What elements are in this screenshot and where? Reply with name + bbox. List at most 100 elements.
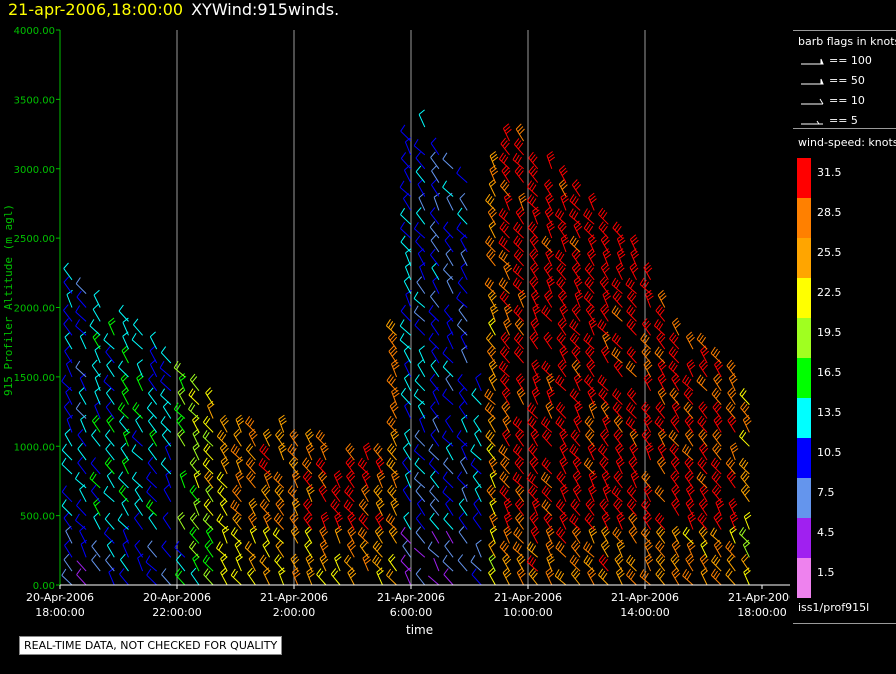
wind-barb (588, 400, 598, 419)
wind-barb (400, 387, 412, 405)
wind-barb (512, 263, 524, 281)
wind-barb (671, 373, 681, 392)
wind-barb (416, 276, 426, 294)
wind-barb (417, 359, 426, 378)
wind-barb (320, 511, 330, 530)
wind-barb (503, 511, 513, 530)
wind-barb (248, 511, 258, 530)
x-tick-date: 20-Apr-2006 (143, 591, 211, 604)
wind-barb (612, 526, 623, 544)
wind-barb (278, 567, 286, 586)
wind-barb (361, 484, 370, 503)
wind-barb (488, 456, 498, 475)
wind-barb (400, 207, 412, 225)
wind-barb (149, 428, 158, 447)
wind-barb (588, 192, 597, 211)
wind-barb (485, 429, 496, 447)
wind-barb (613, 429, 623, 447)
wind-barb (459, 456, 468, 475)
wind-barb (445, 248, 454, 267)
wind-barb (301, 457, 313, 475)
wind-barb (416, 498, 426, 516)
wind-barb (430, 151, 440, 170)
wind-barb (442, 554, 454, 572)
wind-barb (615, 456, 625, 475)
wind-barb (514, 138, 524, 156)
wind-barb (612, 221, 623, 239)
wind-barb (390, 498, 400, 516)
wind-barb (602, 414, 611, 433)
wind-barb (64, 331, 73, 350)
wind-barb (118, 304, 129, 322)
wind-barb (697, 415, 708, 433)
wind-barb (175, 554, 186, 572)
wind-barb (487, 290, 497, 308)
wind-barb (583, 555, 595, 572)
wind-barb (163, 484, 172, 503)
wind-barb (244, 416, 256, 433)
wind-barb (290, 525, 300, 544)
wind-barb (516, 567, 526, 586)
wind-barb (91, 429, 101, 447)
wind-barb (514, 498, 525, 516)
wind-barb (531, 498, 541, 516)
wind-barb (696, 374, 708, 392)
wind-barb (80, 539, 87, 558)
wind-barb (470, 555, 482, 572)
wind-barb (418, 109, 426, 128)
wind-barb (546, 151, 555, 169)
wind-barb (584, 415, 595, 433)
wind-barb (374, 525, 384, 544)
wind-barb (700, 345, 710, 364)
barb-legend-label: == 50 (829, 74, 865, 87)
wind-barb (249, 525, 258, 544)
wind-barb (458, 401, 468, 419)
wind-barb (413, 138, 426, 156)
wind-barb (486, 484, 496, 503)
wind-barb (315, 429, 327, 447)
wind-barb (554, 208, 567, 225)
wind-barb (205, 484, 214, 503)
wind-barb (61, 568, 73, 586)
wind-barb (738, 527, 750, 544)
wind-barb (573, 414, 583, 433)
wind-barb (515, 429, 525, 447)
wind-barb (583, 333, 595, 350)
wind-barb (612, 290, 623, 308)
wind-barb (711, 387, 722, 405)
wind-barb (161, 568, 172, 586)
wind-barb (430, 429, 440, 447)
wind-barb (148, 373, 158, 392)
wind-barb (404, 137, 412, 156)
wind-barb (315, 457, 327, 475)
wind-barb (122, 428, 131, 447)
wind-barb (306, 484, 315, 502)
wind-barb (487, 206, 497, 225)
wind-barb (64, 345, 73, 364)
wind-barb (103, 374, 115, 392)
wind-barb (430, 248, 440, 267)
wind-barb (174, 540, 186, 558)
wind-barb (503, 317, 512, 336)
wind-barb (488, 567, 496, 586)
chart-title: 21-apr-2006,18:00:00 XYWind:915winds. (8, 0, 339, 19)
wind-barb (713, 414, 723, 433)
wind-barb (556, 471, 567, 489)
wind-barb (697, 512, 708, 530)
wind-barb (671, 484, 681, 503)
wind-barb (725, 401, 736, 419)
wind-barb (428, 443, 440, 461)
wind-barb (587, 387, 597, 405)
wind-barb (179, 470, 187, 489)
wind-barb (699, 553, 709, 572)
wind-barb (415, 512, 426, 530)
wind-barb (546, 373, 555, 391)
wind-barb (685, 484, 695, 503)
wind-barb (684, 415, 694, 433)
wind-barb (132, 402, 143, 419)
wind-barb (63, 512, 73, 530)
wind-barb (235, 553, 243, 572)
wind-barb (389, 400, 399, 419)
wind-barb (490, 303, 499, 322)
wind-barb (376, 470, 386, 489)
